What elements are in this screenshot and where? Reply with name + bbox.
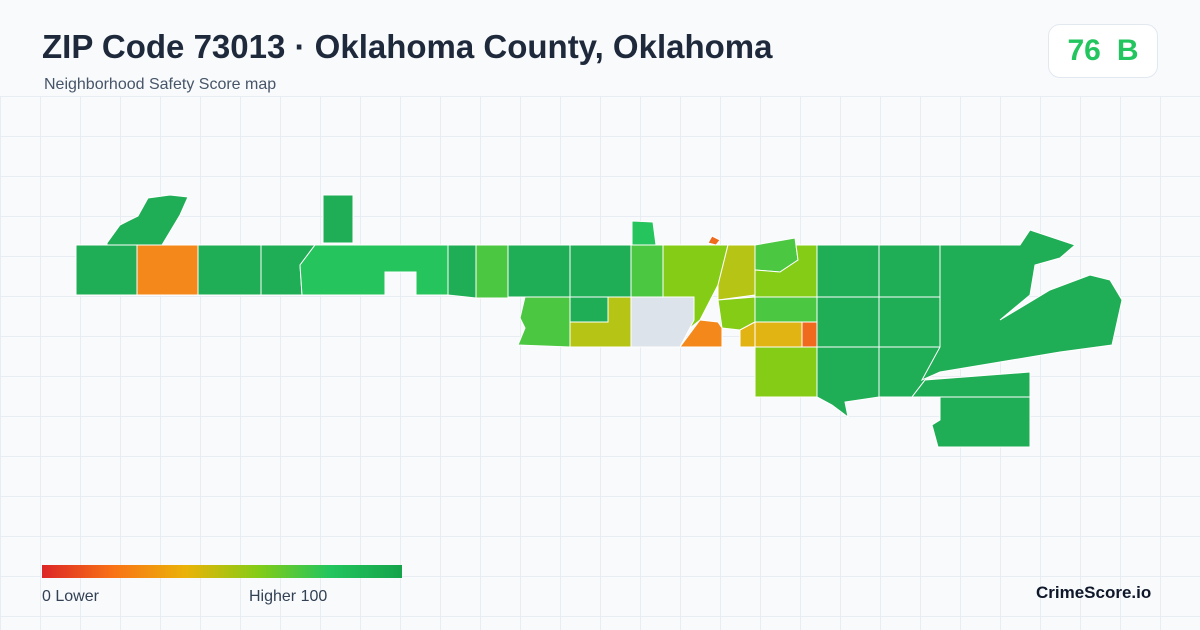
map-region[interactable] bbox=[801, 321, 818, 348]
map-region[interactable] bbox=[136, 244, 199, 296]
legend-max-label: Higher 100 bbox=[249, 588, 328, 605]
legend-color-scale bbox=[42, 565, 402, 578]
map-region[interactable] bbox=[816, 296, 880, 348]
map-region[interactable] bbox=[754, 321, 803, 348]
legend-min-label: 0 Lower bbox=[42, 588, 99, 605]
map-region[interactable] bbox=[878, 296, 941, 348]
map-region[interactable] bbox=[679, 319, 723, 348]
safety-score-badge: 76 B bbox=[1048, 24, 1158, 78]
brand-logo: CrimeScore.io bbox=[1036, 583, 1152, 602]
map-region[interactable] bbox=[630, 296, 695, 348]
map-region[interactable] bbox=[507, 244, 571, 298]
map-region[interactable] bbox=[630, 244, 664, 298]
map-region[interactable] bbox=[475, 244, 509, 299]
page-title: ZIP Code 73013 · Oklahoma County, Oklaho… bbox=[42, 28, 773, 65]
map-region[interactable] bbox=[754, 346, 818, 398]
map-region[interactable] bbox=[322, 194, 354, 244]
map-region[interactable] bbox=[816, 244, 880, 298]
map-region[interactable] bbox=[754, 296, 818, 323]
map-background-grid bbox=[0, 96, 1200, 630]
map-region[interactable] bbox=[299, 244, 449, 296]
map-region[interactable] bbox=[931, 396, 1031, 448]
map-region[interactable] bbox=[197, 244, 262, 296]
map-region[interactable] bbox=[920, 229, 1123, 382]
score-value: 76 bbox=[1067, 34, 1101, 67]
map-region[interactable] bbox=[707, 235, 721, 246]
map-region[interactable] bbox=[878, 244, 941, 298]
map-region[interactable] bbox=[631, 220, 657, 246]
map-region[interactable] bbox=[569, 296, 609, 323]
map-region[interactable] bbox=[717, 244, 756, 301]
map-region[interactable] bbox=[517, 296, 571, 348]
map-region[interactable] bbox=[569, 244, 632, 298]
map-region[interactable] bbox=[75, 244, 138, 296]
page-subtitle: Neighborhood Safety Score map bbox=[44, 76, 277, 93]
map-region[interactable] bbox=[447, 244, 477, 299]
score-grade: B bbox=[1116, 34, 1139, 67]
map-region[interactable] bbox=[106, 194, 189, 246]
map-region[interactable] bbox=[816, 346, 880, 419]
